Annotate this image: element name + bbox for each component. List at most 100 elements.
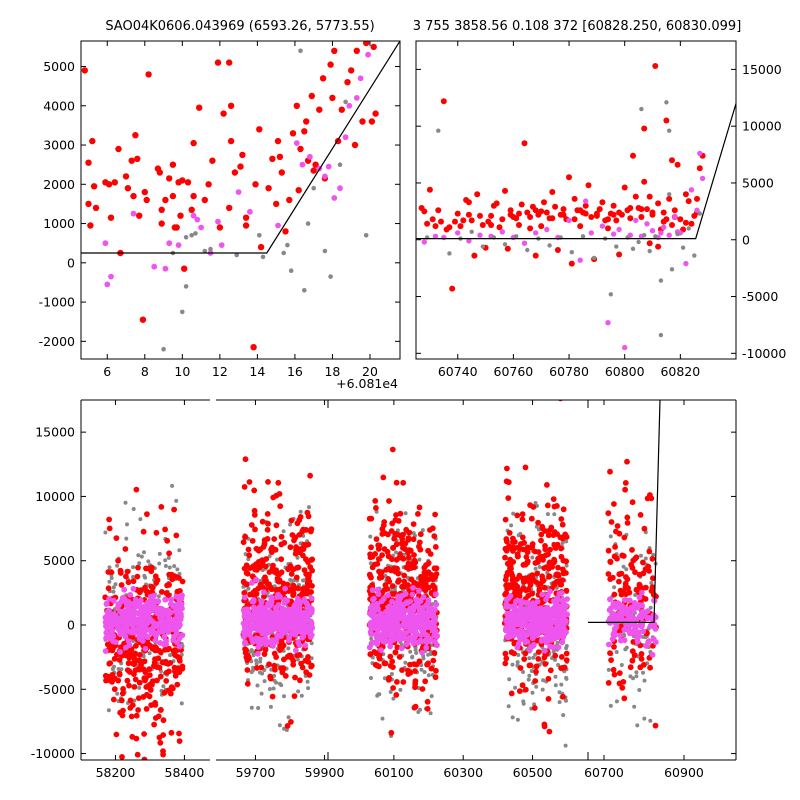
data-point [517,621,524,628]
data-point [307,472,313,479]
data-point [631,652,638,659]
data-point [244,667,251,673]
data-point [502,650,509,657]
data-point [139,316,147,323]
data-point [174,622,181,628]
data-point [418,638,425,644]
data-point [641,178,648,185]
data-point [296,689,301,694]
data-point [400,479,407,486]
data-point [577,207,584,214]
data-point [432,511,438,518]
data-point [249,670,254,675]
data-point [144,620,151,626]
data-point [282,585,288,592]
data-point [532,548,538,555]
model-line [416,103,736,240]
data-point [525,574,532,581]
data-point [533,579,539,585]
data-point [166,618,172,624]
data-point [551,556,557,563]
data-point [367,629,374,636]
data-point [627,205,634,211]
data-point [611,553,618,560]
y-tick-label: -5000 [742,289,778,304]
data-point [630,246,636,251]
data-point [542,661,549,667]
data-point [401,578,408,585]
data-point [577,257,583,263]
data-point [436,128,441,133]
data-point [276,153,284,160]
data-point [160,717,167,724]
data-point [262,563,269,570]
data-point [296,652,303,658]
data-point [369,613,376,619]
data-point [119,754,125,760]
data-point [510,715,515,720]
data-point [571,216,578,223]
data-point [265,185,272,192]
data-point [263,610,270,616]
data-point [125,605,131,612]
data-point [125,628,132,635]
data-point [502,660,509,667]
data-point [646,638,652,644]
data-point [692,253,697,258]
data-point [405,623,412,630]
data-point [532,605,538,612]
data-point [452,218,458,225]
data-point [169,192,177,200]
data-point [337,185,343,192]
data-point [685,198,692,205]
data-point [646,615,652,621]
model-line [588,400,661,624]
data-point [131,639,136,643]
data-point [530,690,535,695]
data-point [274,575,281,582]
data-point [287,563,294,569]
x-tick-label: 59700 [236,765,276,780]
data-point [569,250,574,255]
data-point [627,215,634,222]
data-point [655,243,662,250]
y-tick-label: -10000 [31,746,75,761]
data-point [428,711,433,716]
data-point [568,260,575,267]
x-tick-label: 58200 [96,765,136,780]
data-point [111,179,119,186]
data-point [449,285,456,292]
data-point [532,207,539,214]
data-point [161,346,166,352]
data-point [428,665,435,672]
data-point [627,622,633,629]
data-point [507,677,512,682]
top-right-x-offset: +6.081e4 [336,376,398,391]
data-point [422,678,429,685]
data-point [502,516,509,523]
data-point [308,595,315,602]
data-point [539,636,545,643]
data-point [425,635,432,641]
data-point [638,656,645,662]
data-point [386,498,392,504]
data-point [274,137,282,145]
data-point [418,632,425,638]
data-point [172,564,177,569]
data-point [140,694,147,700]
data-point [507,556,514,563]
data-point [511,511,516,516]
data-point [532,678,539,684]
data-point [516,533,521,538]
data-point [374,662,381,669]
data-point [643,643,650,649]
data-point [400,679,407,685]
data-point [607,468,613,475]
data-point [488,222,495,228]
data-point [123,500,128,505]
data-point [134,573,141,580]
data-point [309,567,315,574]
data-point [270,612,277,619]
data-point [262,618,269,625]
data-point [596,206,603,213]
